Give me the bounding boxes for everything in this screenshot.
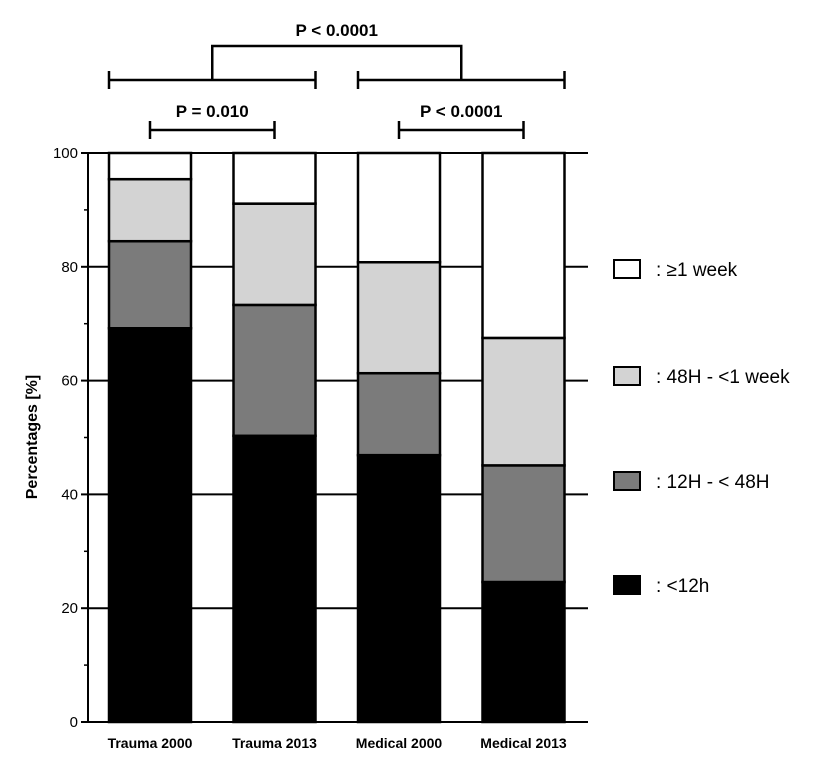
bar-segment-1-1 (232, 303, 317, 438)
bar-segment-3-0 (481, 580, 566, 724)
y-axis: 0 20 40 60 80 100 (53, 145, 588, 731)
bar-segment-0-0 (107, 327, 193, 724)
bar-segment-0-2 (107, 177, 193, 243)
y-tick-label-80: 80 (61, 259, 78, 276)
y-tick-label-60: 60 (61, 373, 78, 390)
legend-label-3: : ≥1 week (656, 260, 738, 281)
legend: : ≥1 week : 48H - <1 week : 12H - < 48H : <… (613, 259, 790, 597)
y-tick-label-100: 100 (53, 145, 78, 162)
category-label-3: Medical 2013 (480, 735, 567, 751)
bar-segment-0-3 (107, 151, 193, 181)
bar-segment-1-2 (232, 202, 317, 307)
bar-segment-1-3 (232, 151, 317, 205)
category-label-2: Medical 2000 (356, 735, 443, 751)
x-axis-labels: Trauma 2000 Trauma 2013 Medical 2000 Medica… (108, 735, 567, 751)
legend-label-2: : 48H - <1 week (656, 367, 790, 388)
y-tick-label-0: 0 (70, 714, 78, 731)
bar-segment-2-3 (356, 151, 442, 264)
legend-swatch-2 (613, 366, 641, 386)
bar-segment-3-2 (481, 336, 566, 467)
legend-swatch-0 (613, 575, 641, 595)
bar-segment-2-1 (356, 371, 442, 457)
bar-segment-2-0 (356, 453, 442, 724)
bars (107, 151, 566, 724)
bar-segment-0-1 (107, 239, 193, 330)
legend-swatch-1 (613, 471, 641, 491)
bar-segment-2-2 (356, 260, 442, 375)
y-tick-label-40: 40 (61, 486, 78, 503)
p-value-label-2: P < 0.0001 (296, 21, 378, 40)
legend-label-0: : <12h (656, 576, 709, 597)
y-tick-label-20: 20 (61, 600, 78, 617)
legend-label-1: : 12H - < 48H (656, 472, 770, 493)
y-axis-title: Percentages [%] (24, 375, 41, 500)
bar-segment-1-0 (232, 434, 317, 724)
category-label-1: Trauma 2013 (232, 735, 317, 751)
overall-bracket (211, 44, 463, 80)
p-value-label-0: P = 0.010 (176, 102, 249, 121)
bar-segment-3-1 (481, 464, 566, 584)
category-label-0: Trauma 2000 (108, 735, 193, 751)
significance-annotations: P = 0.010 P < 0.0001 P < 0.0001 (107, 21, 566, 139)
p-value-label-1: P < 0.0001 (420, 102, 502, 121)
bar-segment-3-3 (481, 151, 566, 340)
legend-swatch-3 (613, 259, 641, 279)
